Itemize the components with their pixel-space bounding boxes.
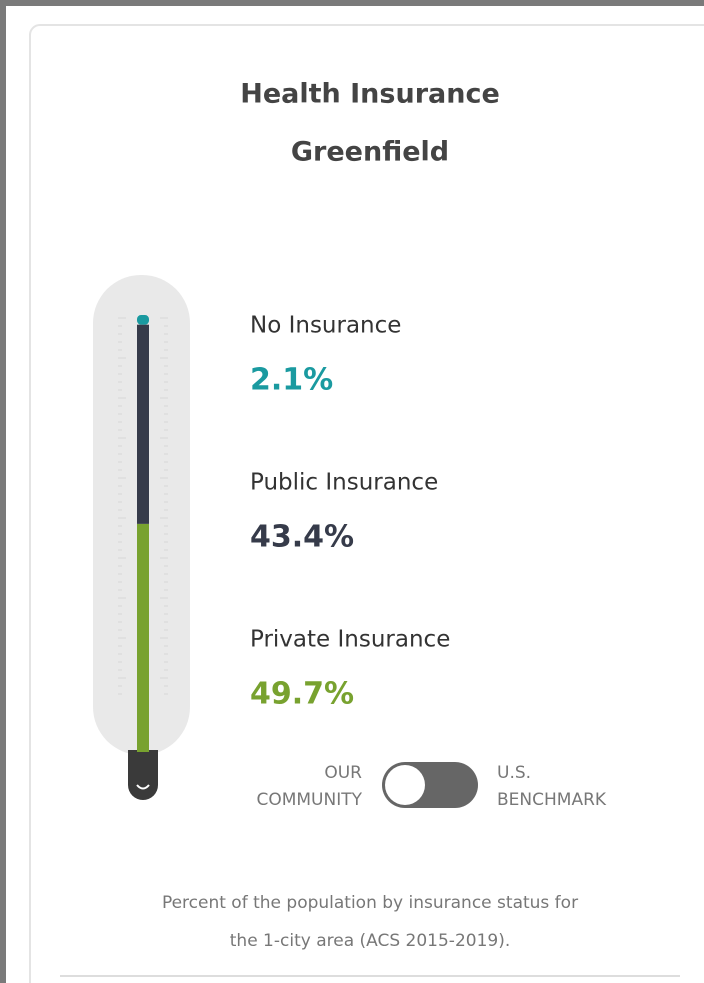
- toggle-right-label: BENCHMARK: [497, 790, 607, 810]
- value-label: 49.7%: [250, 677, 354, 712]
- toggle-right-label: U.S.: [497, 763, 531, 783]
- note: Percent of the population by insurance s…: [162, 893, 578, 913]
- tube-decoration: [118, 317, 168, 695]
- legend-label: No Insurance: [250, 313, 401, 339]
- card: [29, 24, 704, 983]
- thermometer-bulb: [128, 750, 158, 800]
- bar-segment: [137, 523, 149, 752]
- toggle-left-label: COMMUNITY: [256, 790, 362, 810]
- bulb-highlight: [136, 784, 150, 790]
- value-label: 2.1%: [250, 363, 333, 398]
- legend-label: Public Insurance: [250, 470, 438, 496]
- bar-segment: [137, 315, 149, 325]
- toggle-left-label: OUR: [324, 763, 362, 783]
- toggle-switch[interactable]: [382, 762, 478, 808]
- legend-label: Private Insurance: [250, 627, 450, 653]
- bar-segment: [137, 324, 149, 524]
- note: the 1-city area (ACS 2015-2019).: [230, 931, 511, 951]
- toggle-knob[interactable]: [385, 765, 425, 805]
- subtitle: Greenfield: [291, 137, 449, 168]
- value-label: 43.4%: [250, 520, 354, 555]
- title: Health Insurance: [240, 79, 500, 110]
